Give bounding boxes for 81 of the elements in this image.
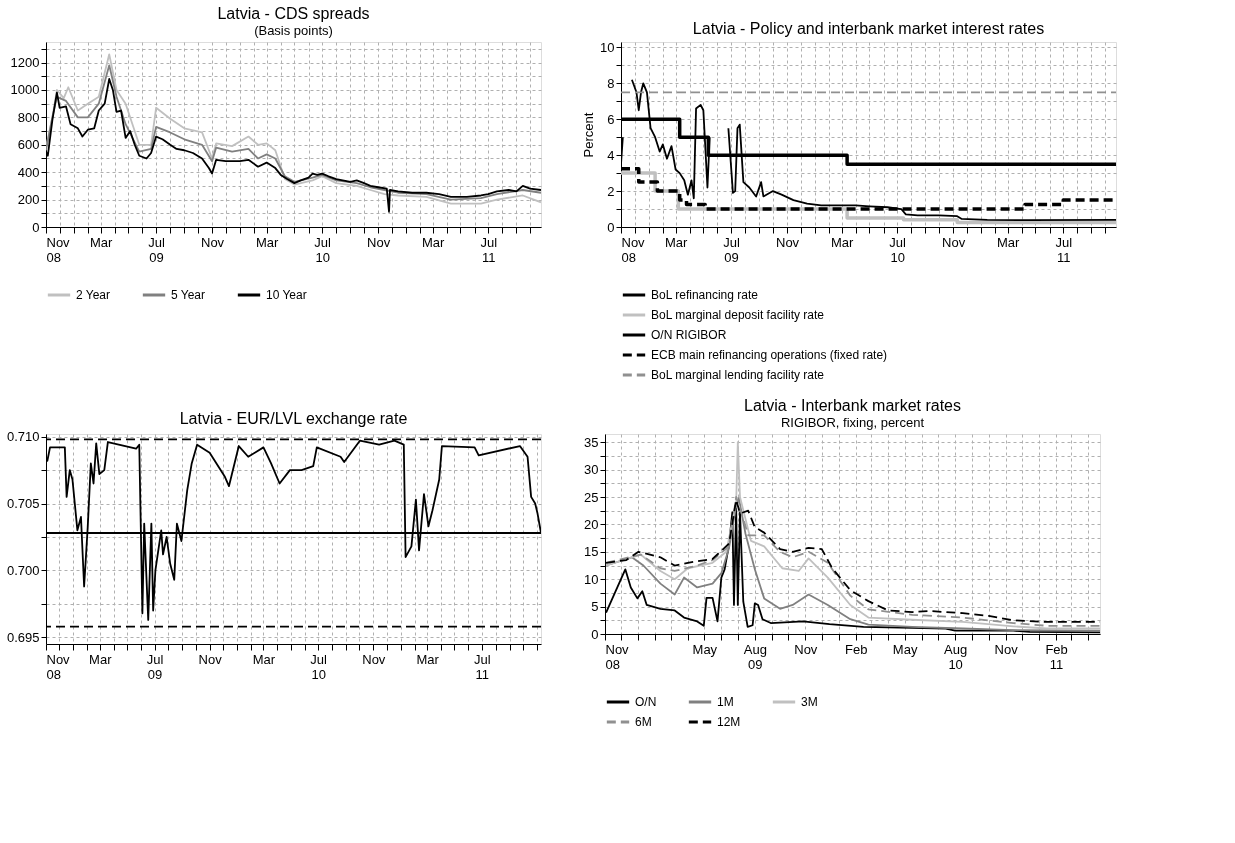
x-tick-label: Mar <box>416 651 440 667</box>
x-tick-label: Nov <box>794 641 818 657</box>
x-tick-label: Jul 10 <box>889 234 907 265</box>
x-tick-label: Aug 09 <box>743 641 767 672</box>
y-tick-label: 2 <box>607 183 615 199</box>
legend-label: O/N <box>635 695 657 709</box>
y-tick-label: 30 <box>584 462 599 478</box>
x-tick-label: May <box>692 641 718 657</box>
x-tick-label: Aug 10 <box>944 641 968 672</box>
x-tick-label: Mar <box>89 234 113 250</box>
legend-label: 3M <box>801 695 818 709</box>
x-tick-label: Mar <box>89 651 113 667</box>
y-tick-label: 0.705 <box>6 496 40 512</box>
chart-title: Latvia - Interbank market rates <box>744 397 961 414</box>
y-tick-label: 35 <box>584 434 599 450</box>
x-tick-label: Mar <box>255 234 280 250</box>
x-tick-label: Nov <box>201 234 225 250</box>
y-tick-label: 4 <box>607 147 615 163</box>
x-tick-label: May <box>892 641 918 657</box>
legend-label: 1M <box>717 695 734 709</box>
legend-label: 12M <box>717 715 741 729</box>
y-tick-label: 6 <box>607 111 615 127</box>
legend-label: 10 Year <box>266 288 307 302</box>
x-tick-label: Nov 08 <box>46 234 71 265</box>
x-tick-label: Nov 08 <box>46 651 71 682</box>
chart-title: Latvia - EUR/LVL exchange rate <box>179 409 408 427</box>
y-tick-label: 600 <box>17 137 40 153</box>
x-tick-label: Feb <box>845 641 868 657</box>
x-tick-label: Nov 08 <box>605 641 630 672</box>
legend-label: BoL refinancing rate <box>651 288 759 302</box>
x-tick-label: Jul 10 <box>310 651 328 682</box>
x-tick-label: Jul 11 <box>1055 234 1073 265</box>
x-tick-label: Nov <box>776 234 800 250</box>
y-tick-label: 0 <box>32 219 40 235</box>
y-tick-label: 0.695 <box>6 629 40 645</box>
x-tick-label: Jul 11 <box>480 234 498 265</box>
chart-title: Latvia - Policy and interbank market interest rates <box>692 20 1045 38</box>
x-tick-label: Mar <box>664 234 688 250</box>
y-tick-label: 10 <box>600 39 615 55</box>
legend-label: 5 Year <box>171 288 206 302</box>
x-tick-label: Mar <box>252 651 276 667</box>
legend-label: O/N RIGIBOR <box>651 328 727 342</box>
legend-label: BoL marginal lending facility rate <box>651 368 825 382</box>
y-tick-label: 0 <box>607 219 615 235</box>
x-tick-label: Jul 09 <box>148 234 166 265</box>
x-tick-label: Nov <box>362 651 386 667</box>
legend-label: ECB main refinancing operations (fixed rate) <box>651 348 888 362</box>
y-tick-label: 0.700 <box>6 562 40 578</box>
y-tick-label: 15 <box>584 544 599 560</box>
y-tick-label: 800 <box>17 109 40 125</box>
x-tick-label: Mar <box>997 234 1021 250</box>
y-tick-label: 20 <box>584 516 599 532</box>
legend-label: 6M <box>635 715 652 729</box>
x-tick-label: Feb 11 <box>1045 641 1068 672</box>
y-tick-label: 1000 <box>10 82 40 98</box>
legend-label: BoL marginal deposit facility rate <box>651 308 825 322</box>
x-tick-label: Jul 09 <box>146 651 164 682</box>
x-tick-label: Nov <box>198 651 223 667</box>
x-tick-label: Nov 08 <box>621 234 646 265</box>
x-tick-label: Nov <box>942 234 966 250</box>
x-tick-label: Jul 09 <box>723 234 741 265</box>
y-tick-label: 200 <box>17 192 40 208</box>
x-tick-label: Nov <box>994 641 1019 657</box>
x-tick-label: Mar <box>830 234 855 250</box>
y-tick-label: 400 <box>17 164 40 180</box>
chart-subtitle: (Basis points) <box>254 23 333 38</box>
y-tick-label: 25 <box>584 489 599 505</box>
y-tick-label: 1200 <box>10 55 40 71</box>
x-tick-label: Jul 10 <box>314 234 332 265</box>
chart-title: Latvia - CDS spreads <box>217 5 370 22</box>
y-tick-label: 5 <box>591 599 599 615</box>
chart-subtitle: RIGIBOR, fixing, percent <box>780 415 925 430</box>
y-tick-label: 8 <box>607 75 615 91</box>
y-tick-label: 0.710 <box>6 429 40 445</box>
y-tick-label: 10 <box>584 571 599 587</box>
legend-label: 2 Year <box>76 288 111 302</box>
y-tick-label: 0 <box>591 626 599 642</box>
y-axis-title: Percent <box>581 112 597 158</box>
x-tick-label: Nov <box>367 234 391 250</box>
x-tick-label: Jul 11 <box>474 651 491 682</box>
x-tick-label: Mar <box>422 234 446 250</box>
